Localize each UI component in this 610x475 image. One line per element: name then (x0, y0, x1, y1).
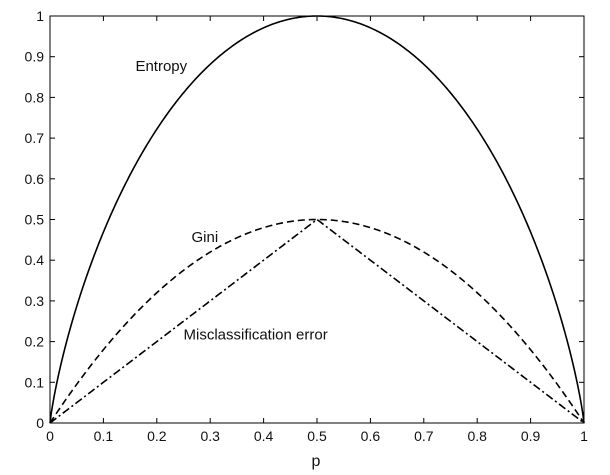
y-tick-label: 0.1 (25, 374, 45, 390)
entropy-label: Entropy (135, 58, 187, 75)
x-tick-label: 0.6 (361, 428, 381, 444)
x-tick-label: 1 (580, 428, 588, 444)
y-tick-label: 0 (36, 415, 44, 431)
x-tick-label: 0.5 (307, 428, 327, 444)
x-tick-label: 0 (46, 428, 54, 444)
gini-label: Gini (192, 229, 219, 246)
y-tick-label: 0.4 (25, 252, 45, 268)
x-tick-label: 0.3 (200, 428, 220, 444)
y-tick-label: 0.2 (25, 334, 45, 350)
y-tick-label: 0.8 (25, 89, 45, 105)
y-tick-label: 0.7 (25, 130, 45, 146)
y-tick-label: 0.9 (25, 49, 45, 65)
x-tick-label: 0.8 (467, 428, 487, 444)
misclassification-curve (49, 218, 585, 424)
y-tick-label: 1 (36, 8, 44, 24)
x-tick-label: 0.9 (521, 428, 541, 444)
misclassification-label: Misclassification error (184, 327, 328, 344)
x-tick-label: 0.7 (414, 428, 434, 444)
x-tick-label: 0.2 (147, 428, 167, 444)
x-tick-label: 0.4 (254, 428, 274, 444)
y-tick-label: 0.3 (25, 293, 45, 309)
x-axis-label: p (312, 453, 321, 470)
gini-curve (49, 218, 585, 424)
y-tick-label: 0.5 (25, 212, 45, 228)
y-tick-label: 0.6 (25, 171, 45, 187)
x-tick-label: 0.1 (94, 428, 114, 444)
